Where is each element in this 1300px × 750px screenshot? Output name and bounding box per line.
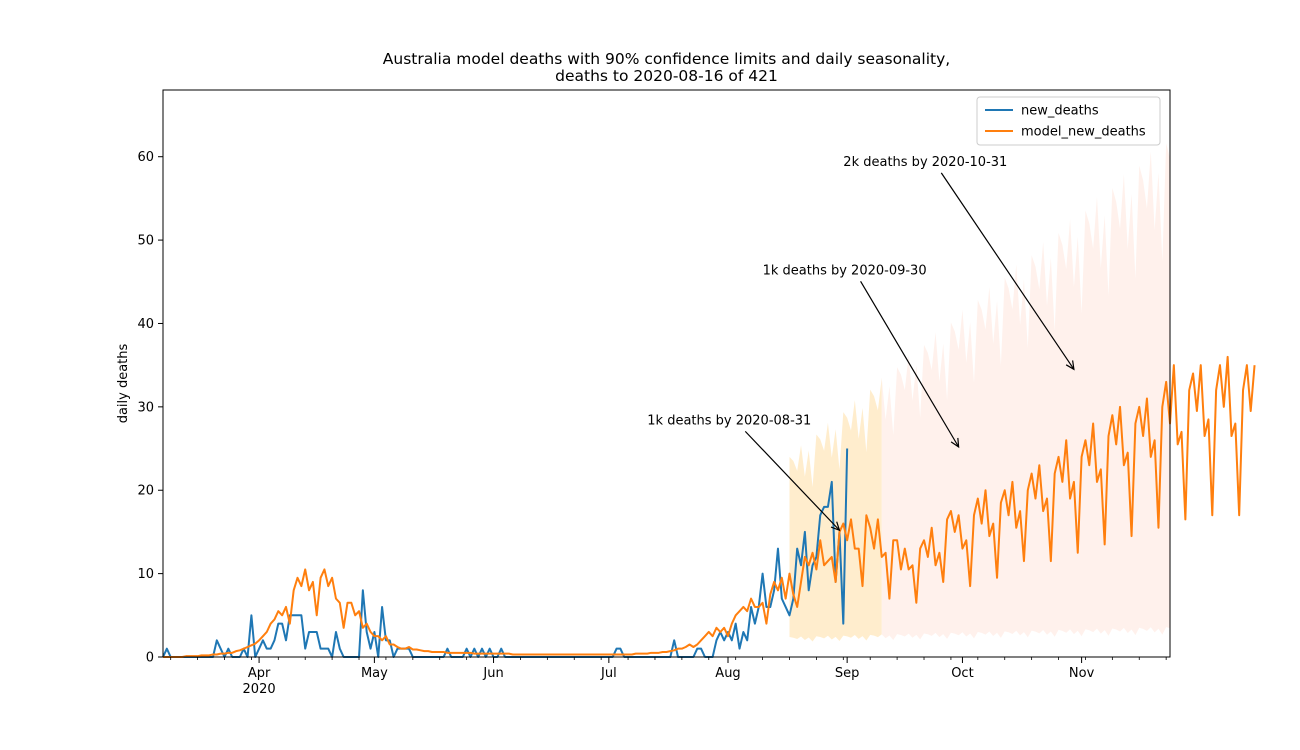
annotation-arrowhead [830,521,841,532]
annotation-arrow [860,280,960,448]
annotation-arrow [940,172,1075,370]
series-line-model-new-deaths [163,355,1256,658]
legend: new_deaths model_new_deaths [976,96,1161,146]
x-tick-label: Nov [1069,666,1095,681]
annotation-arrowhead [1065,360,1075,371]
annotation-arrow [744,430,840,531]
x-tick-label: Aug [715,666,740,681]
annotation-text: 1k deaths by 2020-08-31 [647,413,811,428]
confidence-band [789,143,1170,642]
y-tick-label: 20 [137,484,154,499]
y-tick-label: 30 [137,400,154,415]
y-tick-label: 10 [137,567,154,582]
confidence-band-late [881,143,1170,640]
chart-title-line-2: deaths to 2020-08-16 of 421 [555,67,778,85]
y-tick-label: 40 [137,317,154,332]
y-tick-label: 60 [137,150,154,165]
x-tick-label: Apr [248,666,271,681]
x-tick-label: Jun [482,666,503,681]
legend-entry-label: new_deaths [1021,104,1099,119]
annotation-arrowhead [950,437,960,449]
y-tick-label: 50 [137,234,154,249]
confidence-band-early [789,377,882,642]
y-axis-label: daily deaths [116,343,131,423]
chart-title-line-1: Australia model deaths with 90% confiden… [383,50,950,68]
x-year-label: 2020 [243,682,276,697]
x-tick-label: Oct [951,666,973,681]
annotation-text: 2k deaths by 2020-10-31 [843,155,1007,170]
y-tick-label: 0 [146,651,154,666]
annotation-text: 1k deaths by 2020-09-30 [763,263,927,278]
x-tick-label: Jul [600,666,617,681]
annotations: 1k deaths by 2020-08-31 1k deaths by 2020… [647,155,1075,532]
legend-entry-label: model_new_deaths [1021,125,1146,140]
x-tick-label: May [361,666,388,681]
legend-box [976,96,1161,146]
axes: 0 10 20 30 40 50 60 Apr May Jun Jul Aug Sep Oct Nov 202… [137,150,1167,697]
plot-frame [162,89,1171,658]
x-tick-label: Sep [835,666,860,681]
series-line-new-deaths [162,448,849,658]
